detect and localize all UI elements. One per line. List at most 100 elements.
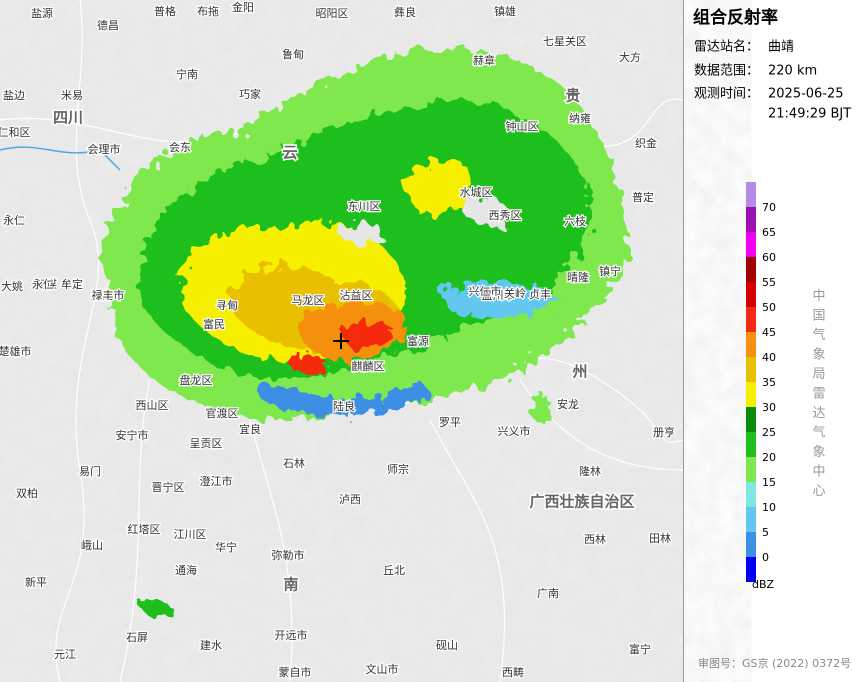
legend-center: 中国气象局雷达气象中心 [812, 289, 825, 499]
place-label: 楚雄市 [0, 344, 32, 358]
place-label: 云 [282, 144, 297, 162]
river [0, 146, 121, 171]
place-label: 泸西 [339, 493, 361, 506]
legend-swatch [746, 407, 756, 432]
place-label: 水城区 [460, 186, 493, 199]
legend-swatch [746, 257, 756, 282]
legend-swatch [746, 182, 756, 207]
place-label: 晴隆 [567, 270, 589, 284]
legend-label: 5 [762, 526, 769, 539]
place-label: 仁和区 [0, 126, 31, 139]
place-label: 昭阳区 [316, 7, 349, 20]
legend-label: 35 [762, 376, 776, 389]
legend-swatch [746, 307, 756, 332]
legend-swatch [746, 232, 756, 257]
place-label: 巧家 [239, 87, 261, 101]
place-label: 贞丰 [529, 287, 551, 301]
place-label: 大姚 [1, 279, 23, 293]
place-label: 澄江市 [200, 474, 233, 488]
place-label: 布拖 [197, 4, 219, 18]
place-label: 会东 [169, 141, 191, 154]
legend-label: 50 [762, 301, 776, 314]
place-label: 华宁 [215, 540, 237, 554]
place-label: 宜良 [239, 422, 261, 436]
legend-label: 55 [762, 276, 776, 289]
range-label: 数据范围： [694, 64, 759, 79]
place-label: 元江 [54, 648, 76, 661]
legend-label: 30 [762, 401, 776, 414]
place-label: 德昌 [97, 18, 119, 32]
legend-swatch [746, 382, 756, 407]
panel-title: 组合反射率 [693, 7, 778, 28]
place-label: 盘龙区 [180, 373, 213, 387]
place-label: 册亨 [653, 425, 675, 439]
place-label: 禄丰市 [92, 288, 125, 302]
place-label: 易门 [79, 464, 101, 478]
place-label: 官渡区 [206, 406, 239, 420]
place-label: 广南 [537, 587, 559, 600]
place-label: 永仁 [3, 213, 25, 227]
place-label: 呈贡区 [190, 437, 223, 450]
place-label: 盐源 [31, 6, 53, 20]
place-label: 砚山 [436, 639, 458, 652]
legend-label: 65 [762, 226, 776, 239]
place-label: 开远市 [275, 628, 308, 642]
place-label: 牟定 [61, 277, 83, 291]
place-label: 丘北 [383, 564, 405, 577]
place-label: 贵 [565, 87, 580, 105]
legend-swatch [746, 457, 756, 482]
place-label: 沾益区 [340, 288, 373, 302]
legend-swatch [746, 332, 756, 357]
place-label: 七星关区 [543, 34, 587, 48]
legend-swatch [746, 357, 756, 382]
place-label: 弥勒市 [272, 548, 305, 562]
legend-swatch [746, 432, 756, 457]
legend-label: 25 [762, 426, 776, 439]
place-label: 米易 [61, 89, 83, 102]
place-label: 寻甸 [216, 299, 238, 312]
place-label: 文山市 [366, 662, 399, 676]
place-label: 盘州市 [482, 288, 515, 302]
place-label: 罗平 [439, 416, 461, 429]
radar-site [333, 333, 349, 349]
legend-swatch [746, 207, 756, 232]
range: 220 km [768, 64, 817, 79]
place-label: 兴义市 [498, 424, 531, 438]
legend-label: 10 [762, 501, 776, 514]
legend-swatch [746, 557, 756, 582]
legend-label: 45 [762, 326, 776, 339]
legend-label: 15 [762, 476, 776, 489]
place-label: 红塔区 [128, 523, 161, 536]
place-label: 富民 [203, 317, 225, 331]
place-label: 建水 [200, 638, 222, 652]
place-label: 新平 [25, 575, 47, 589]
place-label: 四川 [53, 109, 83, 127]
place-label: 赫章 [473, 53, 495, 67]
place-label: 金阳 [232, 0, 254, 14]
legend-swatch [746, 482, 756, 507]
place-label: 隆林 [579, 464, 601, 478]
place-label: 会理市 [88, 142, 121, 156]
legend: 0 5 10 15 20 25 30 35 40 45 50 55 60 65 70 [746, 182, 776, 582]
place-label: 元谋 [35, 278, 57, 291]
radar-echo [100, 48, 629, 618]
place-label: 峨山 [81, 539, 103, 552]
place-label: 盐边 [3, 89, 25, 102]
legend-swatch [746, 532, 756, 557]
place-label: 晋宁区 [152, 480, 185, 494]
place-label: 普格 [154, 4, 176, 18]
legend-label: 0 [762, 551, 769, 564]
place-label: 西林 [584, 532, 606, 546]
station: 曲靖 [768, 40, 794, 55]
footer: 审图号：GS京 (2022) 0372号 [698, 656, 851, 670]
place-label: 武定 [91, 288, 113, 302]
place-label: 纳雍 [569, 111, 591, 125]
place-label: 石屏 [126, 631, 148, 644]
place-label: 江川区 [174, 528, 207, 541]
place-label: 田林 [649, 531, 671, 545]
place-label: 六枝 [564, 214, 586, 228]
place-label: 西秀区 [489, 209, 522, 222]
place-label: 安宁市 [116, 428, 149, 442]
